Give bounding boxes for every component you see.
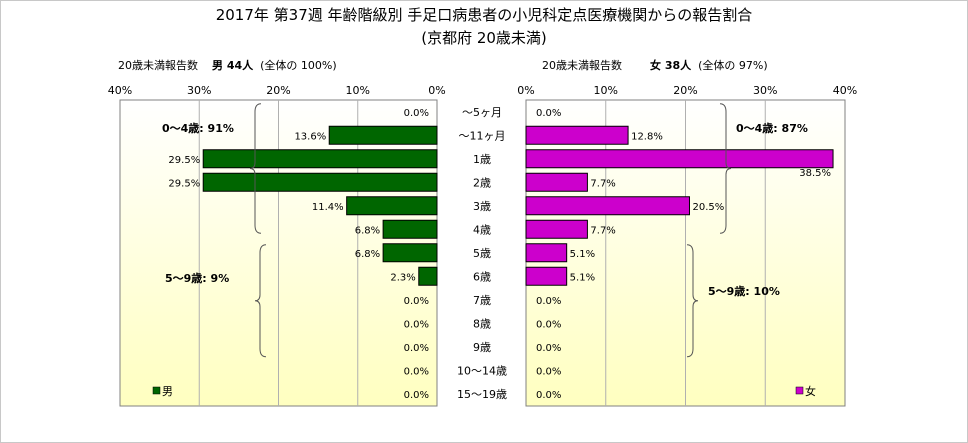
male-value-label: 0.0%: [404, 319, 429, 330]
category-label: 6歳: [473, 270, 491, 283]
legend-label-male: 男: [162, 385, 173, 398]
male-group-brace: [254, 244, 267, 358]
legend-swatch-male: [152, 386, 161, 395]
female-header-share: (全体の 97%): [698, 59, 768, 72]
male-tick-label: 30%: [187, 84, 211, 97]
category-label: 3歳: [473, 200, 491, 213]
female-value-label: 0.0%: [536, 108, 561, 119]
male-bar: [382, 243, 438, 263]
male-value-label: 2.3%: [390, 272, 415, 283]
male-bar: [382, 219, 438, 239]
female-value-label: 0.0%: [536, 343, 561, 354]
female-bar: [525, 125, 629, 145]
male-value-label: 0.0%: [404, 343, 429, 354]
male-value-label: 0.0%: [404, 366, 429, 377]
category-label: 5歳: [473, 247, 491, 260]
female-bar: [525, 172, 588, 192]
male-value-label: 0.0%: [404, 296, 429, 307]
category-label: 10～14歳: [457, 364, 507, 377]
male-group-annotation: 5～9歳: 9%: [165, 271, 229, 285]
male-tick-label: 10%: [346, 84, 370, 97]
male-tick-label: 0%: [428, 84, 445, 97]
female-tick-label: 40%: [833, 84, 857, 97]
male-bar: [202, 149, 438, 169]
female-tick-label: 20%: [673, 84, 697, 97]
male-bar: [418, 266, 438, 286]
male-value-label: 11.4%: [312, 202, 344, 213]
category-label: 4歳: [473, 223, 491, 236]
legend-label-female: 女: [805, 384, 816, 398]
female-group-annotation: 0～4歳: 87%: [736, 121, 808, 135]
female-bar: [525, 266, 568, 286]
female-group-annotation: 5～9歳: 10%: [708, 284, 780, 298]
female-group-brace: [686, 244, 699, 358]
female-header: 20歳未満報告数 女 38人 (全体の 97%): [542, 57, 768, 73]
female-value-label: 38.5%: [799, 168, 831, 179]
male-group-annotation: 0～4歳: 91%: [162, 121, 234, 135]
female-group-brace: [719, 103, 732, 234]
male-header-count: 男 44人: [212, 59, 254, 72]
category-label: 9歳: [473, 341, 491, 354]
chart-title: 2017年 第37週 年齢階級別 手足口病患者の小児科定点医療機関からの報告割合: [215, 6, 753, 24]
male-tick-label: 40%: [108, 84, 132, 97]
category-label: 1歳: [473, 153, 491, 166]
category-label: 2歳: [473, 176, 491, 189]
female-value-label: 5.1%: [570, 249, 595, 260]
female-value-label: 5.1%: [570, 272, 595, 283]
male-header: 20歳未満報告数 男 44人 (全体の 100%): [118, 57, 337, 73]
female-value-label: 0.0%: [536, 296, 561, 307]
male-value-label: 6.8%: [355, 249, 380, 260]
legend-swatch-female: [795, 386, 804, 395]
category-label: 15～19歳: [457, 388, 507, 401]
male-header-label: 20歳未満報告数: [118, 59, 198, 72]
female-bar: [525, 196, 690, 216]
female-value-label: 7.7%: [590, 225, 615, 236]
female-tick-label: 0%: [517, 84, 534, 97]
female-value-label: 0.0%: [536, 390, 561, 401]
female-value-label: 0.0%: [536, 319, 561, 330]
male-bar: [202, 172, 438, 192]
female-value-label: 0.0%: [536, 366, 561, 377]
male-value-label: 29.5%: [168, 178, 200, 189]
male-bar: [328, 125, 438, 145]
category-label: 7歳: [473, 294, 491, 307]
male-bar: [346, 196, 438, 216]
male-value-label: 6.8%: [355, 225, 380, 236]
category-label: ～11ヶ月: [459, 129, 506, 142]
female-bar: [525, 219, 588, 239]
category-label: ～5ヶ月: [462, 106, 502, 119]
female-bar: [525, 149, 834, 169]
chart-subtitle: (京都府 20歳未満): [421, 29, 547, 47]
male-header-share: (全体の 100%): [260, 59, 337, 72]
female-value-label: 20.5%: [692, 202, 724, 213]
female-tick-label: 30%: [753, 84, 777, 97]
female-value-label: 12.8%: [631, 131, 663, 142]
male-group-brace: [249, 103, 262, 234]
male-value-label: 29.5%: [168, 155, 200, 166]
female-bar: [525, 243, 568, 263]
category-label: 8歳: [473, 317, 491, 330]
female-header-count: 女 38人: [649, 59, 692, 72]
female-value-label: 7.7%: [590, 178, 615, 189]
female-tick-label: 10%: [594, 84, 618, 97]
male-value-label: 0.0%: [404, 390, 429, 401]
male-value-label: 0.0%: [404, 108, 429, 119]
male-value-label: 13.6%: [294, 131, 326, 142]
male-tick-label: 20%: [266, 84, 290, 97]
female-header-label: 20歳未満報告数: [542, 59, 622, 72]
